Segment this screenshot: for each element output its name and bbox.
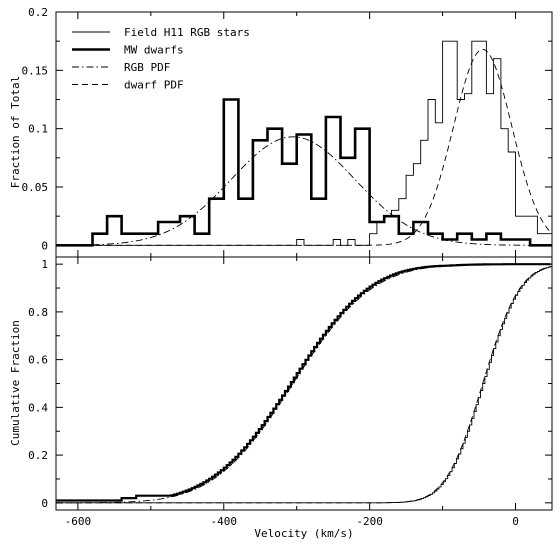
bottom-xtick-label: -400 xyxy=(211,515,238,528)
top-ytick-label: 0 xyxy=(41,239,48,252)
bottom-ytick-label: 0.6 xyxy=(28,354,48,367)
top-ytick-label: 0.2 xyxy=(28,6,48,19)
top-series-field-h11-rgb-stars xyxy=(56,40,552,246)
legend-label: dwarf PDF xyxy=(124,79,184,92)
bottom-series-mw-dwarfs xyxy=(56,263,551,502)
bottom-ytick-label: 0.4 xyxy=(28,401,48,414)
bottom-ytick-label: 0.2 xyxy=(28,449,48,462)
x-axis-label: Velocity (km/s) xyxy=(254,527,353,540)
top-series-rgb-pdf xyxy=(92,136,552,246)
bottom-panel: -600 -400 -200 0 0 0.2 0.4 0.6 0.8 1 Cumulative F… xyxy=(9,256,553,540)
bottom-xtick-label: -600 xyxy=(65,515,92,528)
top-ytick-label: 0.05 xyxy=(22,181,49,194)
bottom-ylabel: Cumulative Fraction xyxy=(9,320,22,446)
top-panel: 0 0.05 0.1 0.15 0.2 Fraction of Total Field … xyxy=(9,6,553,258)
bottom-xtick-label: 0 xyxy=(512,515,519,528)
top-ytick-label: 0.1 xyxy=(28,123,48,136)
bottom-series-field-h11-rgb-stars xyxy=(56,266,551,504)
top-series-mw-dwarfs xyxy=(56,98,552,247)
top-ytick-label: 0.15 xyxy=(22,64,49,77)
legend: Field H11 RGB stars MW dwarfs RGB PDF dwarf… xyxy=(72,26,250,92)
legend-label: MW dwarfs xyxy=(124,44,184,57)
top-ylabel: Fraction of Total xyxy=(9,76,22,189)
legend-label: RGB PDF xyxy=(124,61,170,74)
bottom-series-dwarf-pdf xyxy=(56,265,553,504)
bottom-panel-frame xyxy=(55,256,553,511)
bottom-ytick-label: 0 xyxy=(41,497,48,510)
top-series-dwarf-pdf xyxy=(56,48,553,246)
bottom-ytick-label: 1 xyxy=(41,258,48,271)
bottom-xtick-label: -200 xyxy=(356,515,383,528)
bottom-series-rgb-pdf xyxy=(56,263,552,504)
legend-label: Field H11 RGB stars xyxy=(124,26,250,39)
bottom-ytick-label: 0.8 xyxy=(28,306,48,319)
